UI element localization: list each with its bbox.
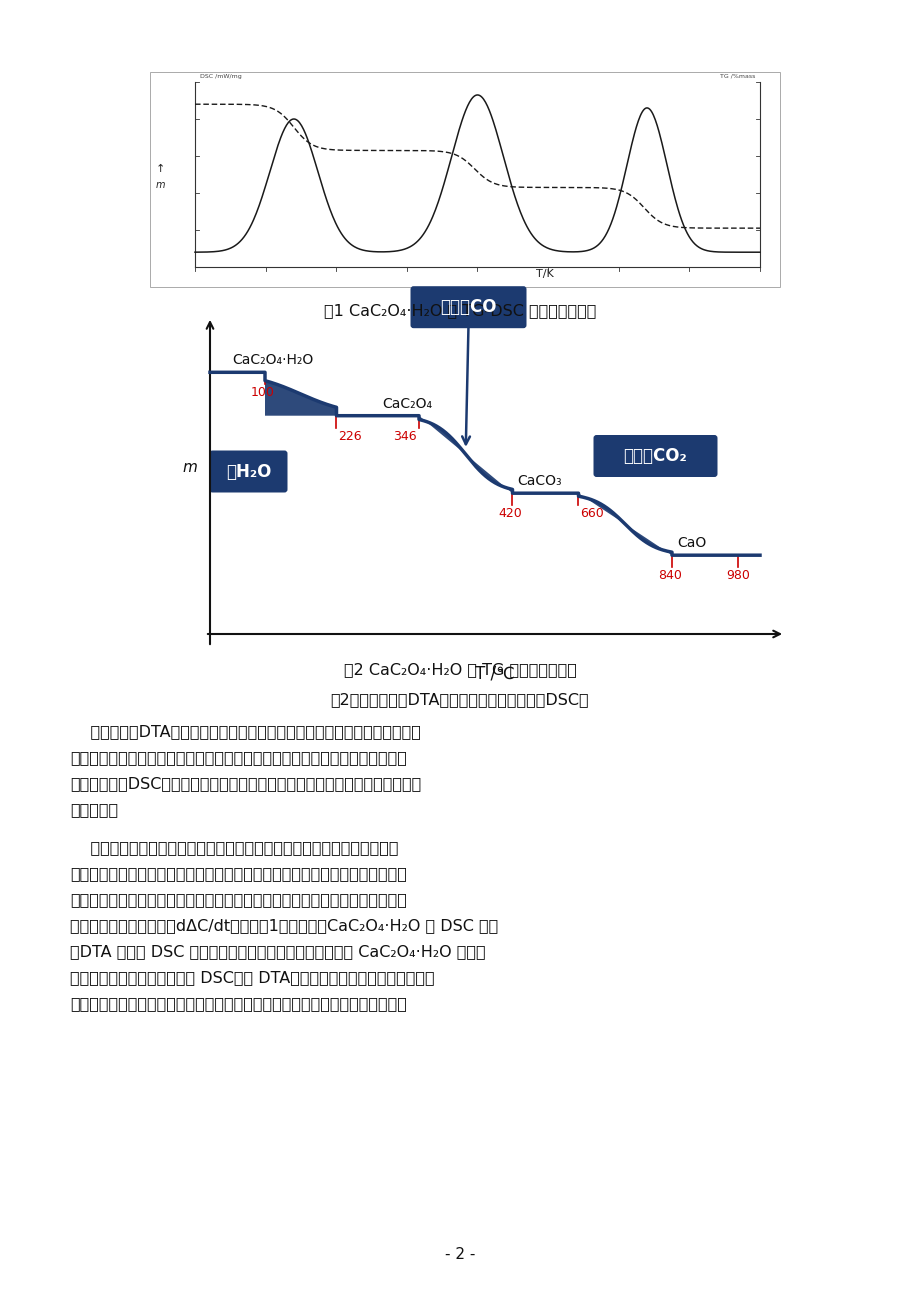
Text: 描量热分析（DSC）记录地则是在二者之间建立零温度差所需地能量随时间或温: 描量热分析（DSC）记录地则是在二者之间建立零温度差所需地能量随时间或温	[70, 776, 421, 792]
Text: TG /%mass: TG /%mass	[719, 74, 754, 79]
Text: 图2 CaC₂O₄·H₂O 的 TG 曲线（文献图）: 图2 CaC₂O₄·H₂O 的 TG 曲线（文献图）	[343, 661, 576, 677]
Text: 分解出CO₂: 分解出CO₂	[623, 447, 686, 465]
Text: 226: 226	[338, 430, 362, 443]
Text: DSC /mW/mg: DSC /mW/mg	[199, 74, 242, 79]
Text: 中，在相同地温度条件时，记录两者之间地温度差随时间或温度地变化。差示扫: 中，在相同地温度条件时，记录两者之间地温度差随时间或温度地变化。差示扫	[70, 750, 406, 766]
Text: 420: 420	[498, 508, 522, 521]
Text: （2）差热分析（DTA）和差示扫描量热分析（DSC）: （2）差热分析（DTA）和差示扫描量热分析（DSC）	[330, 691, 589, 707]
Text: 差热分析（DTA）是在试样与参比物处于控制速率下进行加热或冷却地环境: 差热分析（DTA）是在试样与参比物处于控制速率下进行加热或冷却地环境	[70, 724, 420, 740]
Text: 时发生了三个吸热反应。所以 DSC（或 DTA）反映的是所测试样在不同的温度: 时发生了三个吸热反应。所以 DSC（或 DTA）反映的是所测试样在不同的温度	[70, 970, 434, 986]
Text: CaC₂O₄·H₂O: CaC₂O₄·H₂O	[232, 353, 312, 367]
FancyBboxPatch shape	[593, 435, 717, 477]
FancyBboxPatch shape	[210, 450, 287, 492]
Text: 840: 840	[657, 569, 681, 582]
Text: 度的变化。: 度的变化。	[70, 802, 118, 816]
Text: T /℃: T /℃	[474, 664, 515, 682]
Text: 却的速率下随时间或温度变化的形式，其横坐标相应于时间或温度，作差热分析: 却的速率下随时间或温度变化的形式，其横坐标相应于时间或温度，作差热分析	[70, 866, 406, 881]
Text: 差热分析和差示扫描量热分析所得到的谱图或曲线常画成在恒定加热或冷: 差热分析和差示扫描量热分析所得到的谱图或曲线常画成在恒定加热或冷	[70, 840, 398, 855]
Polygon shape	[418, 415, 512, 493]
Text: ↑: ↑	[155, 164, 165, 174]
Text: T/K: T/K	[536, 270, 553, 279]
Text: m: m	[182, 460, 198, 474]
Text: m: m	[155, 180, 165, 190]
Text: CaO: CaO	[676, 536, 706, 551]
FancyBboxPatch shape	[410, 286, 526, 328]
Text: 样池与参比池之功率差（dΔC/dt）。从图1可以看出，CaC₂O₄·H₂O 的 DSC 曲线: 样池与参比池之功率差（dΔC/dt）。从图1可以看出，CaC₂O₄·H₂O 的 …	[70, 918, 498, 934]
Bar	[150, 72, 779, 286]
Text: 范围内发生的一系列伴随着热现象的物理或化学变化。换言之，凡是有热量变化: 范围内发生的一系列伴随着热现象的物理或化学变化。换言之，凡是有热量变化	[70, 996, 406, 1010]
Text: CaC₂O₄: CaC₂O₄	[382, 397, 433, 410]
Text: 660: 660	[580, 508, 604, 521]
Text: - 2 -: - 2 -	[444, 1247, 475, 1262]
Text: 失H₂O: 失H₂O	[225, 462, 271, 480]
Text: 100: 100	[251, 387, 275, 400]
Text: 346: 346	[393, 430, 416, 443]
Text: 分解出CO: 分解出CO	[440, 298, 496, 316]
Polygon shape	[265, 372, 336, 415]
Text: 测量时，纵坐标为试样与参比物之温差，而作差示扫描量热分析时，纵坐标为试: 测量时，纵坐标为试样与参比物之温差，而作差示扫描量热分析时，纵坐标为试	[70, 892, 406, 907]
Text: 980: 980	[725, 569, 749, 582]
Text: （DTA 曲线与 DSC 曲线相似）有三个向上的峰，分别表示 CaC₂O₄·H₂O 热分解: （DTA 曲线与 DSC 曲线相似）有三个向上的峰，分别表示 CaC₂O₄·H₂…	[70, 944, 485, 960]
Text: CaCO₃: CaCO₃	[516, 474, 562, 488]
Polygon shape	[578, 493, 671, 555]
Text: 图1 CaC₂O₄·H₂O 的 TG-DSC 曲线（文献图）: 图1 CaC₂O₄·H₂O 的 TG-DSC 曲线（文献图）	[323, 303, 596, 318]
